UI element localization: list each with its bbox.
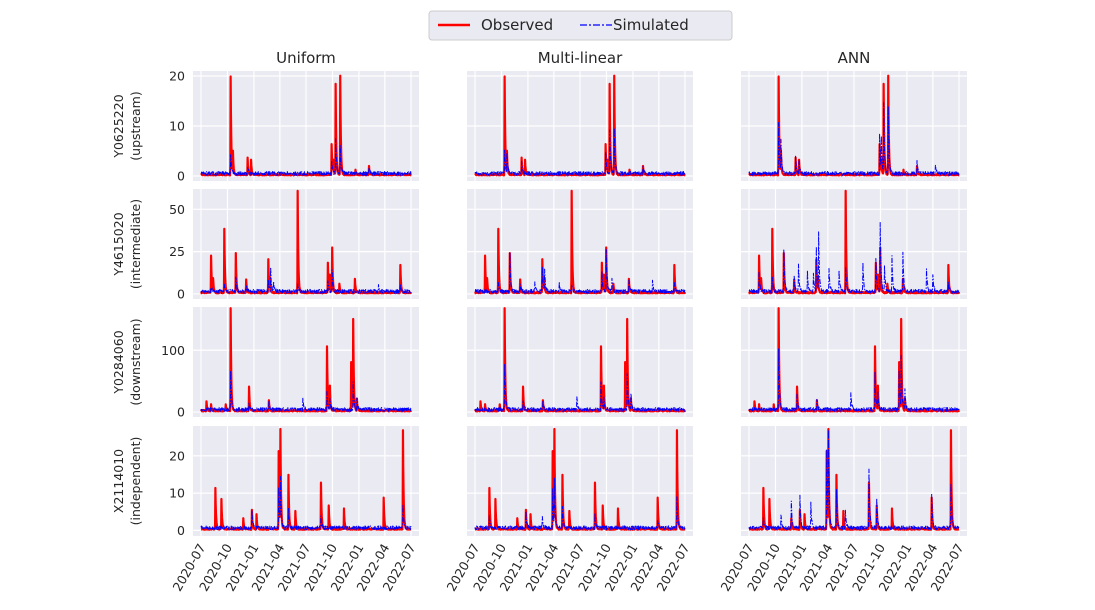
- y-tick-label: 10: [169, 486, 185, 501]
- panel-1-1: [467, 189, 693, 299]
- column-title: ANN: [838, 49, 871, 67]
- simulated-series-line: [474, 477, 686, 531]
- series-group: [748, 74, 960, 177]
- y-tick-label: 100: [161, 343, 185, 358]
- column-title: Multi-linear: [538, 49, 623, 67]
- simulated-series-line: [474, 363, 686, 412]
- y-tick-label: 50: [169, 202, 185, 217]
- row-ylabel-station: Y4615020: [111, 212, 126, 276]
- row-ylabel-position: (downstream): [128, 318, 143, 405]
- panel-2-0: 0 100: [161, 307, 419, 420]
- panel-1-2: [741, 189, 967, 299]
- simulated-series-line: [200, 266, 412, 294]
- series-group: [200, 74, 412, 177]
- series-group: [748, 189, 961, 295]
- row-ylabel-station: Y0284060: [111, 330, 126, 394]
- series-group: [474, 427, 686, 531]
- legend: Observed Simulated: [428, 10, 733, 41]
- simulated-series-line: [200, 138, 412, 176]
- y-tick-label: 10: [169, 119, 185, 134]
- y-tick-label: 0: [177, 405, 185, 420]
- row-ylabel-position: (intermediate): [128, 199, 143, 289]
- y-tick-label: 20: [169, 448, 185, 463]
- legend-simulated-label: Simulated: [613, 16, 689, 34]
- panel-0-1: [467, 71, 693, 181]
- row-ylabel-position: (independent): [128, 437, 143, 526]
- simulated-series-line: [474, 127, 686, 176]
- y-tick-label: 20: [169, 69, 185, 84]
- panel-0-2: [741, 71, 967, 181]
- simulated-series-line: [748, 348, 960, 412]
- panel-2-1: [467, 307, 693, 417]
- row-ylabel-station: X2114010: [111, 449, 126, 513]
- panel-3-2: 2020-072020-102021-012021-042021-072021-…: [717, 426, 967, 594]
- panel-3-0: 010202020-072020-102021-012021-042021-07…: [169, 426, 419, 594]
- legend-observed-label: Observed: [481, 16, 553, 34]
- simulated-series-line: [200, 475, 412, 531]
- panel-0-0: 0 10 20: [169, 69, 419, 184]
- y-tick-label: 0: [177, 169, 185, 184]
- simulated-series-line: [748, 102, 960, 176]
- series-group: [474, 74, 686, 177]
- row-ylabel-position: (upstream): [128, 91, 143, 160]
- series-group: [748, 307, 960, 413]
- panel-3-1: 2020-072020-102021-012021-042021-072021-…: [443, 426, 693, 594]
- simulated-series-line: [474, 249, 686, 294]
- simulated-series-line: [748, 429, 960, 531]
- series-group: [200, 427, 412, 531]
- simulated-series-line: [200, 370, 412, 412]
- panels-group: Uniform Multi-linear ANN Y0625220 (upstream)…: [111, 49, 967, 594]
- series-group: [474, 307, 686, 413]
- y-tick-label: 25: [169, 244, 185, 259]
- simulated-series-line: [748, 221, 960, 294]
- panel-2-2: [741, 307, 967, 417]
- y-tick-label: 0: [177, 286, 185, 301]
- series-group: [200, 189, 413, 295]
- panel-1-0: 0 25 50: [169, 189, 419, 301]
- series-group: [474, 189, 687, 295]
- series-group: [748, 427, 960, 531]
- column-title: Uniform: [276, 49, 336, 67]
- row-ylabel-station: Y0625220: [111, 94, 126, 158]
- y-tick-label: 0: [177, 523, 185, 538]
- series-group: [200, 307, 412, 413]
